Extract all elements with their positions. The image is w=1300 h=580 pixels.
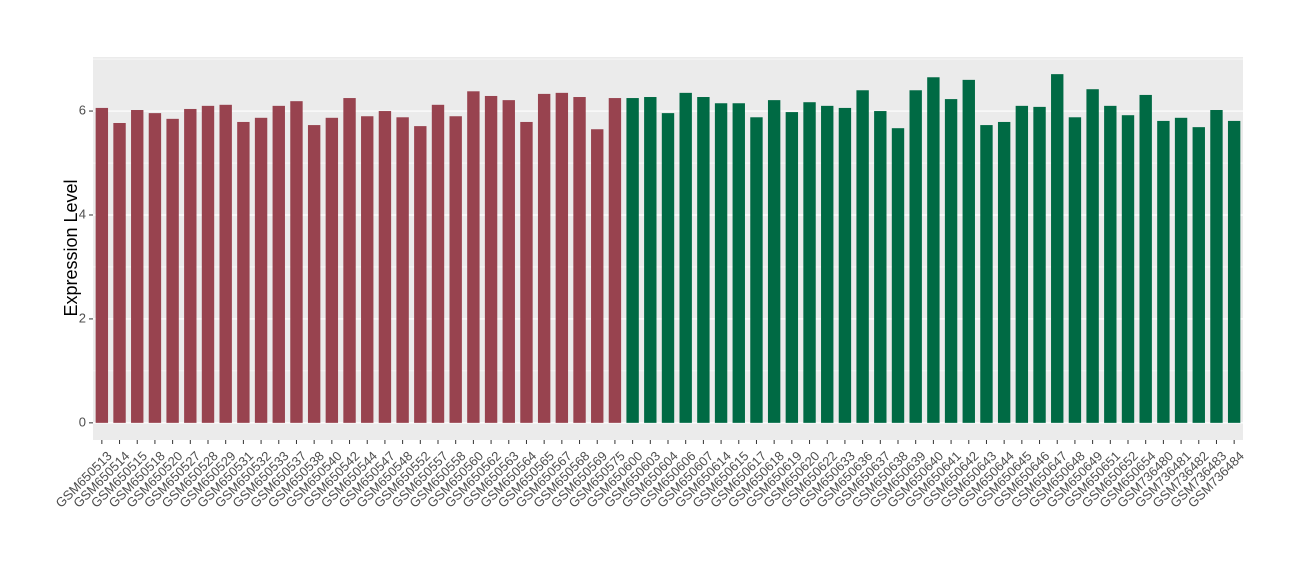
bar bbox=[1051, 74, 1064, 423]
bar bbox=[714, 103, 728, 423]
bar bbox=[732, 103, 745, 423]
bar bbox=[909, 90, 922, 423]
bar bbox=[750, 117, 763, 423]
bar bbox=[254, 117, 268, 423]
bar bbox=[626, 98, 639, 423]
bar bbox=[874, 111, 887, 423]
y-tick-label: 2 bbox=[79, 310, 86, 325]
bar bbox=[1104, 105, 1117, 423]
bar bbox=[767, 100, 781, 423]
y-tick-label: 6 bbox=[79, 102, 86, 117]
y-tick-label: 0 bbox=[79, 414, 86, 429]
bar bbox=[573, 97, 586, 423]
bar bbox=[449, 116, 462, 423]
bar bbox=[325, 117, 339, 423]
bar bbox=[219, 104, 232, 423]
bar bbox=[361, 116, 374, 423]
bar bbox=[821, 105, 834, 423]
bar bbox=[1210, 110, 1223, 423]
bar bbox=[1121, 115, 1135, 423]
bar bbox=[1227, 120, 1241, 423]
y-axis-title: Expression Level bbox=[61, 179, 81, 316]
bar bbox=[679, 92, 692, 423]
bar bbox=[1033, 106, 1046, 423]
bar bbox=[148, 113, 162, 423]
bar bbox=[414, 126, 427, 423]
bar bbox=[467, 91, 480, 423]
bar bbox=[272, 105, 285, 423]
bar bbox=[396, 117, 409, 423]
bar bbox=[555, 92, 569, 423]
bar bbox=[1139, 94, 1152, 423]
y-tick-label: 4 bbox=[79, 206, 86, 221]
bar bbox=[307, 125, 321, 423]
bar bbox=[237, 121, 250, 423]
bar bbox=[378, 111, 392, 423]
bar bbox=[838, 107, 852, 423]
bar bbox=[697, 97, 710, 423]
bar bbox=[1068, 117, 1082, 423]
bar bbox=[520, 121, 533, 423]
bar bbox=[95, 107, 109, 423]
bar bbox=[891, 128, 905, 423]
bar bbox=[1157, 120, 1170, 423]
bar bbox=[608, 98, 622, 423]
bar bbox=[997, 121, 1011, 423]
bar bbox=[1015, 105, 1029, 423]
bar bbox=[644, 97, 657, 423]
bar bbox=[803, 102, 816, 423]
bar bbox=[431, 104, 445, 423]
bar bbox=[1086, 89, 1099, 423]
bar bbox=[962, 79, 975, 423]
bar bbox=[1192, 127, 1205, 423]
bar bbox=[290, 101, 303, 423]
bar bbox=[591, 129, 604, 423]
bar bbox=[484, 95, 498, 423]
bar bbox=[661, 113, 675, 423]
bar bbox=[201, 105, 215, 423]
bar bbox=[184, 108, 197, 423]
bar bbox=[166, 118, 179, 423]
bar bbox=[980, 125, 993, 423]
bar bbox=[785, 112, 799, 423]
bar bbox=[131, 110, 144, 423]
bar bbox=[856, 90, 869, 423]
bar bbox=[537, 93, 551, 423]
bar bbox=[944, 99, 958, 423]
bar bbox=[343, 98, 356, 423]
bar bbox=[502, 100, 515, 423]
bar bbox=[1174, 117, 1188, 423]
bar bbox=[113, 122, 126, 423]
bar bbox=[927, 77, 940, 423]
